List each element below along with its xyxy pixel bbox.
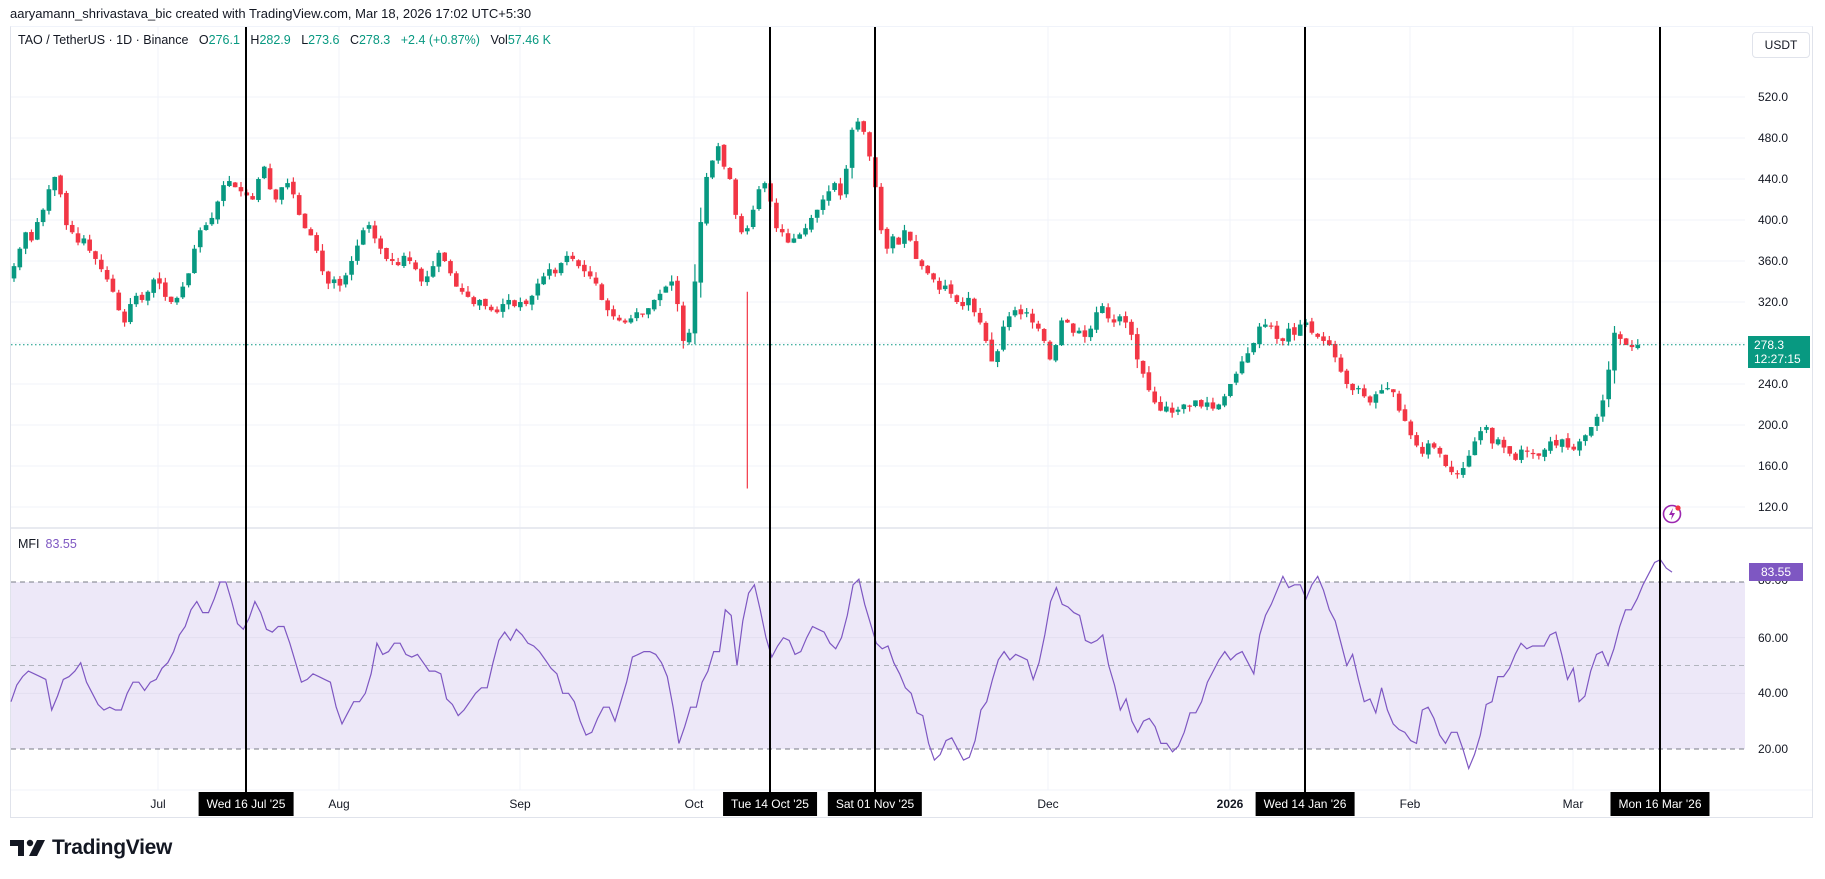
change-value: +2.4 (+0.87%)	[400, 33, 480, 47]
time-axis-label: Mar	[1562, 797, 1584, 811]
price-axis-label: 200.0	[1758, 418, 1789, 432]
open-label: O	[198, 33, 209, 47]
high-value: 282.9	[259, 33, 291, 47]
currency-selector[interactable]: USDT	[1752, 32, 1810, 58]
time-axis-label: Aug	[328, 797, 350, 811]
price-axis-label: 480.0	[1758, 131, 1789, 145]
low-label: L	[301, 33, 309, 47]
volume-label: Vol	[490, 33, 508, 47]
last-price-tag: 278.3 12:27:15	[1748, 336, 1810, 368]
open-value: 276.1	[208, 33, 240, 47]
price-axis-label: 160.0	[1758, 459, 1789, 473]
chart-credit: aaryamann_shrivastava_bic created with T…	[10, 6, 532, 21]
bar-countdown: 12:27:15	[1754, 352, 1801, 366]
close-value: 278.3	[358, 33, 391, 47]
volume-value: 57.46 K	[507, 33, 551, 47]
marker-date-tag: Tue 14 Oct '25	[723, 792, 817, 816]
symbol-legend[interactable]: TAO / TetherUS · 1D · Binance O276.1 H28…	[18, 33, 551, 47]
tradingview-logo[interactable]: TradingView	[10, 836, 172, 860]
high-label: H	[250, 33, 260, 47]
time-axis-label: Oct	[684, 797, 704, 811]
time-axis-label: Sep	[509, 797, 531, 811]
price-axis-label: 240.0	[1758, 377, 1789, 391]
price-axis-label: 520.0	[1758, 90, 1789, 104]
price-axis-label: 400.0	[1758, 213, 1789, 227]
time-axis-label: 2026	[1216, 797, 1244, 811]
marker-date-tag: Wed 16 Jul '25	[198, 792, 294, 816]
chart-frame	[10, 26, 1813, 818]
mfi-value-tag: 83.55	[1749, 563, 1803, 581]
mfi-axis-label: 20.00	[1758, 741, 1789, 756]
mfi-axis-label: 40.00	[1758, 686, 1789, 701]
marker-date-tag: Sat 01 Nov '25	[827, 792, 923, 816]
tradingview-logo-icon	[10, 839, 45, 856]
price-axis-label: 120.0	[1758, 500, 1789, 514]
mfi-label[interactable]: MFI	[18, 537, 40, 551]
close-label: C	[349, 33, 359, 47]
price-axis-label: 360.0	[1758, 254, 1789, 268]
low-value: 273.6	[308, 33, 340, 47]
tradingview-logo-text: TradingView	[52, 836, 173, 859]
time-axis-label: Feb	[1399, 797, 1421, 811]
last-price: 278.3	[1754, 338, 1785, 352]
marker-date-tag: Mon 16 Mar '26	[1610, 792, 1710, 816]
mfi-axis-label: 60.00	[1758, 630, 1789, 645]
time-axis-label: Dec	[1037, 797, 1059, 811]
price-axis-label: 440.0	[1758, 172, 1789, 186]
symbol-title[interactable]: TAO / TetherUS · 1D · Binance	[18, 33, 189, 47]
mfi-line	[10, 558, 1673, 771]
price-axis-label: 320.0	[1758, 295, 1789, 309]
mfi-legend[interactable]: MFI 83.55	[18, 537, 77, 551]
time-axis-label: Jul	[150, 797, 166, 811]
mfi-value: 83.55	[45, 537, 77, 551]
alert-lightning-icon[interactable]	[1661, 503, 1683, 525]
marker-date-tag: Wed 14 Jan '26	[1255, 792, 1355, 816]
